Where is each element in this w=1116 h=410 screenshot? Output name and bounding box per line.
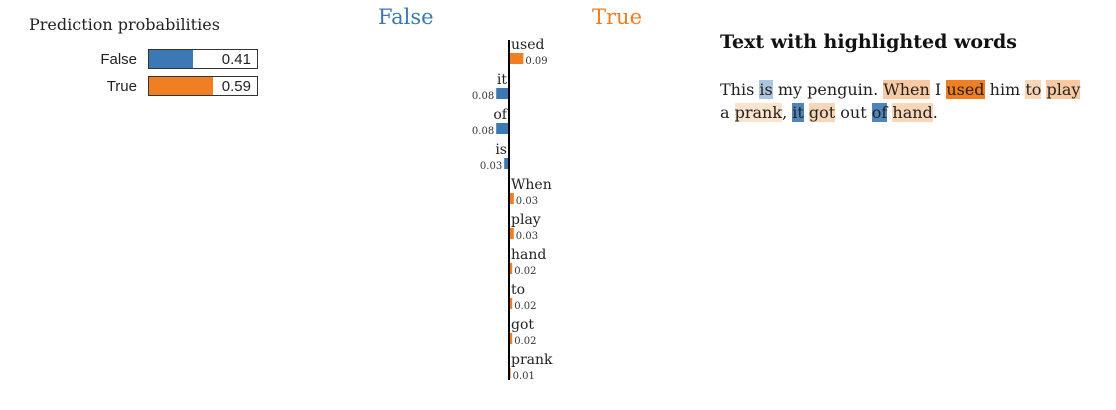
feature-value-label: 0.03 bbox=[516, 196, 538, 207]
feature-value-label: 0.02 bbox=[514, 336, 536, 347]
probability-value: 0.59 bbox=[221, 78, 251, 95]
feature-bar bbox=[509, 53, 524, 64]
feature-value-label: 0.08 bbox=[472, 126, 494, 137]
feature-bar bbox=[509, 228, 514, 239]
feature-label: got bbox=[511, 317, 534, 333]
feature-value-label: 0.08 bbox=[472, 91, 494, 102]
highlighted-word: of bbox=[871, 103, 888, 122]
highlighted-word: hand bbox=[892, 103, 933, 122]
feature-bar bbox=[509, 263, 513, 274]
plain-text: my penguin. bbox=[772, 80, 884, 99]
class-label-true: True bbox=[592, 5, 642, 29]
plain-text: I bbox=[929, 80, 947, 99]
highlighted-word: play bbox=[1046, 80, 1081, 99]
feature-bar bbox=[509, 333, 513, 344]
feature-value-label: 0.03 bbox=[516, 231, 538, 242]
probability-label: True bbox=[106, 78, 137, 95]
probability-fill bbox=[149, 50, 194, 68]
feature-value-label: 0.03 bbox=[480, 161, 502, 172]
feature-bar bbox=[496, 123, 509, 134]
plain-text: him bbox=[984, 80, 1026, 99]
plain-text: out bbox=[835, 103, 872, 122]
probability-bar: 0.59 bbox=[148, 76, 258, 96]
highlighted-word: to bbox=[1025, 80, 1042, 99]
feature-value-label: 0.02 bbox=[514, 301, 536, 312]
feature-bar bbox=[509, 298, 513, 309]
highlighted-word: got bbox=[808, 103, 836, 122]
plain-text: a bbox=[720, 103, 735, 122]
feature-value-label: 0.09 bbox=[525, 56, 547, 67]
feature-value-label: 0.02 bbox=[514, 266, 536, 277]
plain-text: . bbox=[932, 103, 938, 122]
class-label-false: False bbox=[378, 5, 434, 29]
feature-bar bbox=[509, 193, 514, 204]
probability-value: 0.41 bbox=[221, 51, 251, 68]
probability-bar: 0.41 bbox=[148, 49, 258, 69]
feature-bar bbox=[504, 158, 509, 169]
feature-label: to bbox=[511, 282, 525, 298]
plain-text: This bbox=[720, 80, 755, 99]
feature-label: used bbox=[511, 37, 544, 53]
plain-text: , bbox=[782, 103, 793, 122]
feature-label: play bbox=[511, 212, 541, 228]
probability-fill bbox=[149, 77, 213, 95]
feature-bar bbox=[496, 88, 509, 99]
feature-label: of bbox=[493, 107, 508, 123]
highlighted-text-title: Text with highlighted words bbox=[720, 31, 1017, 53]
prediction-probabilities-title: Prediction probabilities bbox=[29, 15, 220, 34]
probability-label: False bbox=[100, 51, 137, 68]
feature-value-label: 0.01 bbox=[513, 371, 535, 382]
feature-label: hand bbox=[511, 247, 546, 263]
highlighted-word: prank bbox=[734, 103, 783, 122]
feature-weight-chart: used0.09it0.08of0.08is0.03When0.03play0.… bbox=[472, 37, 553, 382]
feature-label: prank bbox=[511, 352, 553, 368]
highlighted-text-body: This is my penguin. When I used him to p… bbox=[720, 78, 1090, 124]
feature-label: When bbox=[511, 177, 552, 193]
feature-label: it bbox=[497, 72, 507, 88]
feature-label: is bbox=[495, 142, 507, 158]
highlighted-word: When bbox=[883, 80, 930, 99]
highlighted-word: is bbox=[759, 80, 773, 99]
highlighted-word: used bbox=[946, 80, 985, 99]
highlighted-word: it bbox=[792, 103, 804, 122]
